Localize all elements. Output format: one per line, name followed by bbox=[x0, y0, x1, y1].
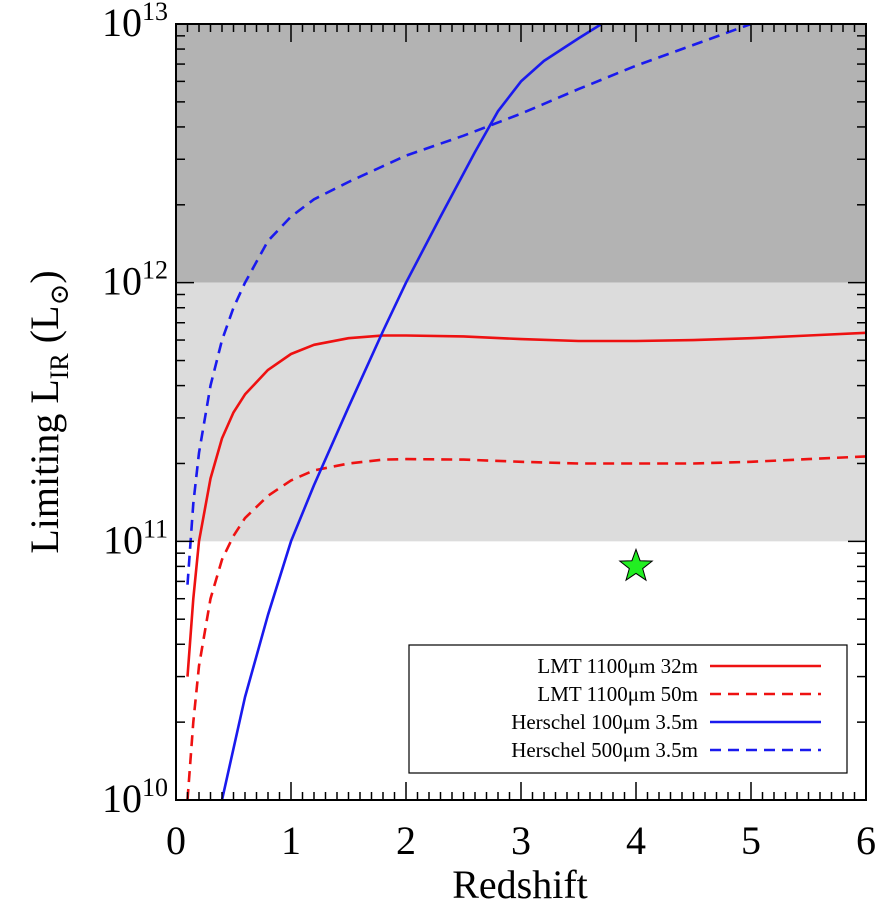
y-tick-label: 1011 bbox=[103, 514, 168, 562]
series-line-2 bbox=[220, 24, 603, 800]
series-line-3 bbox=[186, 24, 752, 585]
series-line-1 bbox=[186, 455, 866, 800]
x-tick-label: 0 bbox=[166, 818, 186, 863]
y-tick-label: 1010 bbox=[102, 773, 168, 821]
y-axis-title-sub: IR bbox=[45, 353, 74, 380]
y-axis-title: Limiting LIR (L⊙) bbox=[22, 270, 74, 553]
y-tick-label: 1013 bbox=[102, 0, 168, 45]
markers bbox=[618, 547, 654, 582]
x-tick-label: 1 bbox=[281, 818, 301, 863]
series-line-0 bbox=[186, 331, 866, 677]
x-tick-label: 6 bbox=[856, 818, 876, 863]
y-tick-label-base: 10 bbox=[103, 517, 143, 562]
x-tick-label: 3 bbox=[511, 818, 531, 863]
y-axis-title-unit-close: ) bbox=[22, 270, 67, 283]
sun-symbol-icon: ⊙ bbox=[45, 284, 74, 306]
ticks bbox=[175, 23, 867, 801]
y-tick-label-base: 10 bbox=[102, 259, 142, 304]
y-tick-label: 1012 bbox=[102, 256, 168, 304]
y-tick-label-base: 10 bbox=[102, 0, 142, 45]
star-marker bbox=[618, 547, 654, 582]
legend-label: LMT 1100μm 50m bbox=[537, 682, 698, 706]
y-axis-title-main: Limiting L bbox=[22, 379, 67, 553]
legend-label: Herschel 100μm 3.5m bbox=[511, 710, 698, 734]
legend-label: Herschel 500μm 3.5m bbox=[511, 738, 698, 762]
x-tick-labels: 0 1 2 3 4 5 6 bbox=[166, 818, 876, 863]
x-axis-title: Redshift bbox=[452, 862, 588, 907]
y-axis-title-unit: (L bbox=[22, 305, 67, 353]
y-tick-label-exponent: 10 bbox=[142, 773, 168, 802]
x-tick-label: 5 bbox=[741, 818, 761, 863]
legend: LMT 1100μm 32m LMT 1100μm 50m Herschel 100… bbox=[408, 644, 848, 774]
shaded-band-1 bbox=[176, 282, 866, 542]
y-tick-label-exponent: 12 bbox=[142, 256, 168, 285]
x-tick-label: 2 bbox=[396, 818, 416, 863]
x-tick-label: 4 bbox=[626, 818, 646, 863]
series-lines bbox=[186, 24, 866, 800]
shaded-band-0 bbox=[176, 24, 866, 283]
legend-label: LMT 1100μm 32m bbox=[537, 654, 698, 678]
y-tick-label-exponent: 13 bbox=[142, 0, 168, 26]
y-tick-label-exponent: 11 bbox=[143, 514, 168, 543]
y-tick-label-base: 10 bbox=[102, 776, 142, 821]
shaded-bands bbox=[176, 24, 866, 542]
